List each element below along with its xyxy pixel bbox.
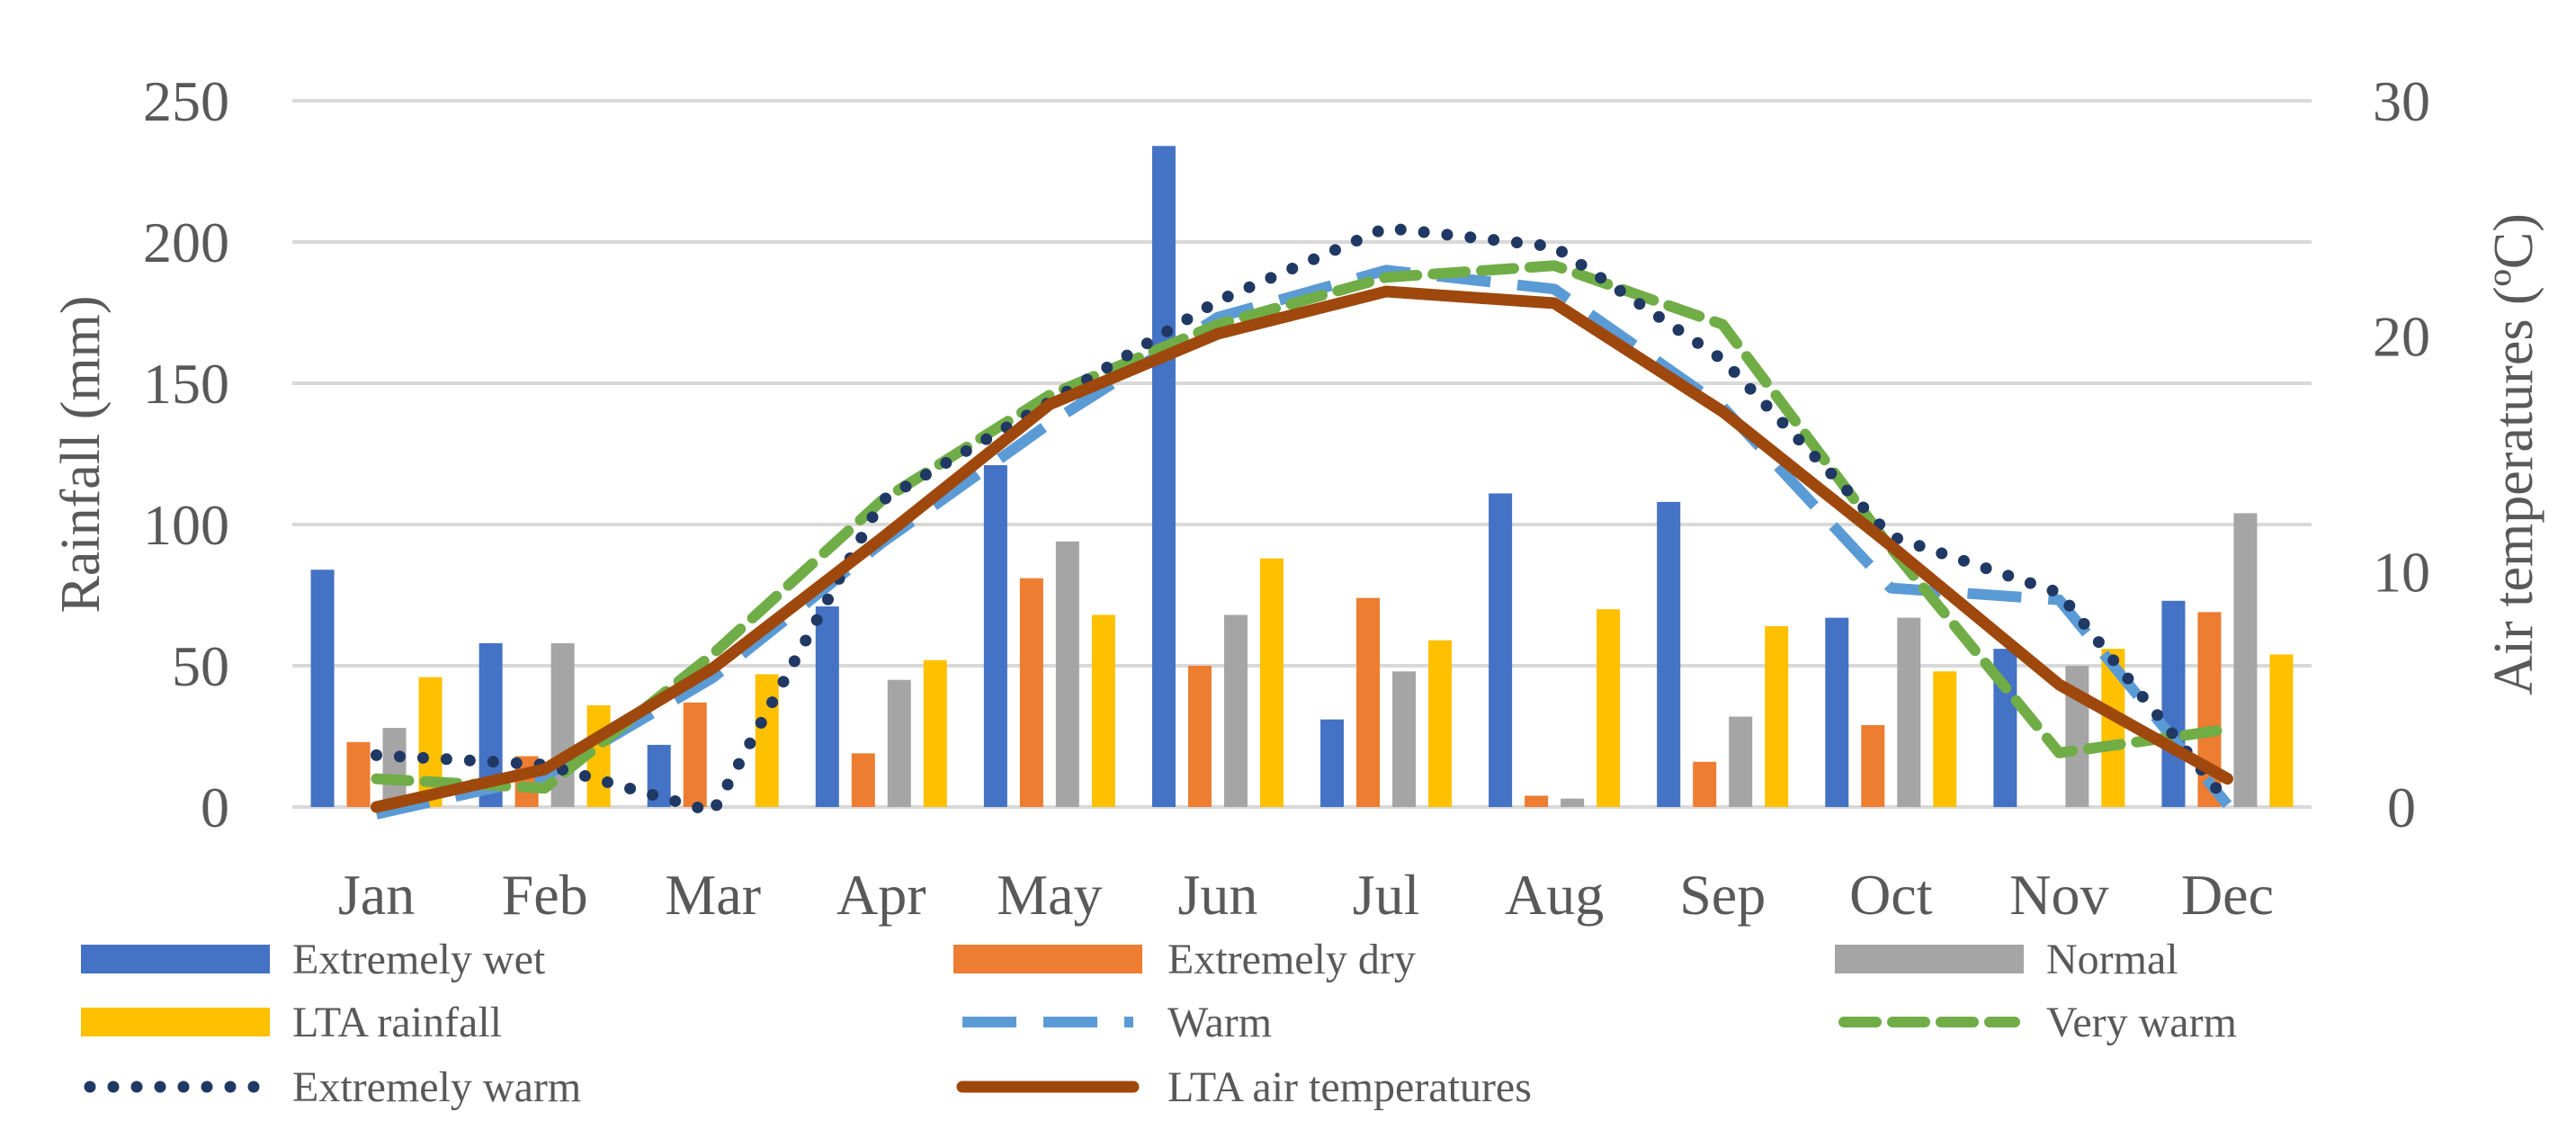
gridlines [292,99,2312,809]
bar-extremely-wet [310,570,335,807]
y2-tick-label: 30 [2373,69,2430,133]
bar-lta-rainfall [755,674,779,807]
legend: Extremely wet Extremely dry Normal LTA rain… [81,936,2237,1111]
x-tick-label: May [997,863,1102,927]
bar-extremely-wet [2161,600,2186,807]
x-tick-label: Sep [1679,863,1766,927]
bar-lta-rainfall [1933,671,1957,807]
bar-extremely-dry [851,753,875,807]
bar-lta-rainfall [1259,558,1284,807]
bar-extremely-dry [1861,724,1885,807]
y2-axis-ticks: 0 10 20 30 [2373,69,2430,839]
bar-extremely-dry [683,702,707,807]
bar-normal [2233,513,2258,807]
bar-normal [1729,716,1753,807]
y2-tick-label: 20 [2373,305,2430,369]
bar-extremely-dry [1525,795,1549,807]
bar-extremely-wet [1320,719,1345,807]
y-axis-title: Rainfall (mm) [50,296,112,614]
legend-label-warm: Warm [1167,999,1272,1046]
x-tick-label: Jan [338,863,415,927]
legend-label-lta-air-temperatures: LTA air temperatures [1167,1063,1532,1111]
x-tick-label: Jun [1178,863,1258,927]
bars [310,146,2294,808]
bar-normal [382,728,407,807]
bar-lta-rainfall [2269,654,2294,807]
y2-tick-label: 10 [2373,540,2430,604]
legend-label-lta-rainfall: LTA rainfall [292,999,502,1046]
legend-swatch-lta-rainfall [81,1008,270,1036]
y2-tick-label: 0 [2387,776,2416,839]
legend-swatch-extremely-wet [81,945,270,973]
legend-label-extremely-warm: Extremely warm [292,1063,581,1111]
y-tick-label: 100 [143,493,229,557]
bar-normal [1223,614,1248,807]
bar-extremely-wet [1825,617,1849,807]
legend-label-normal: Normal [2046,936,2178,983]
bar-lta-rainfall [1765,626,1789,807]
y-tick-label: 0 [201,776,229,839]
bar-extremely-wet [1151,146,1176,808]
bar-lta-rainfall [1091,614,1115,807]
x-tick-label: Jul [1353,863,1420,927]
x-tick-label: Dec [2181,863,2274,927]
bar-extremely-dry [1693,761,1717,807]
bar-extremely-wet [1489,493,1513,807]
y-tick-label: 250 [143,69,229,133]
bar-extremely-dry [1187,666,1212,807]
bar-extremely-wet [983,465,1007,807]
x-axis-ticks: Jan Feb Mar Apr May Jun Jul Aug Sep Oct Nov Dec [338,863,2274,927]
line-extremely-warm [371,221,2233,818]
bar-normal [1561,798,1585,807]
legend-label-extremely-wet: Extremely wet [292,936,546,983]
x-tick-label: Mar [665,863,761,927]
bar-lta-rainfall [1597,609,1621,807]
y2-axis-title: Air temperatures (ºC) [2483,213,2545,695]
x-tick-label: Feb [502,863,588,927]
x-tick-label: Nov [2009,863,2108,927]
bar-extremely-wet [815,606,839,807]
line-lta-air-temperatures [371,285,2233,813]
temperature-lines [371,221,2233,820]
y-tick-label: 200 [143,211,229,274]
bar-extremely-dry [1019,578,1043,807]
bar-lta-rainfall [1428,640,1453,807]
legend-swatch-extremely-dry [953,945,1142,973]
bar-extremely-dry [346,741,371,807]
y-tick-label: 150 [143,352,229,416]
bar-extremely-dry [1356,597,1381,807]
y-tick-label: 50 [172,634,229,698]
y-axis-ticks: 0 50 100 150 200 250 [143,69,229,839]
bar-normal [1392,671,1417,807]
bar-extremely-wet [1657,501,1681,807]
legend-label-extremely-dry: Extremely dry [1167,936,1416,983]
bar-normal [887,679,911,807]
x-tick-label: Aug [1505,863,1604,927]
x-tick-label: Apr [836,863,926,927]
bar-lta-rainfall [923,659,947,807]
x-tick-label: Oct [1849,863,1933,927]
bar-normal [1897,617,1921,807]
line-very-warm [371,260,2233,794]
legend-swatch-normal [1835,945,2024,973]
legend-label-very-warm: Very warm [2046,999,2237,1046]
bar-normal [1055,541,1079,807]
